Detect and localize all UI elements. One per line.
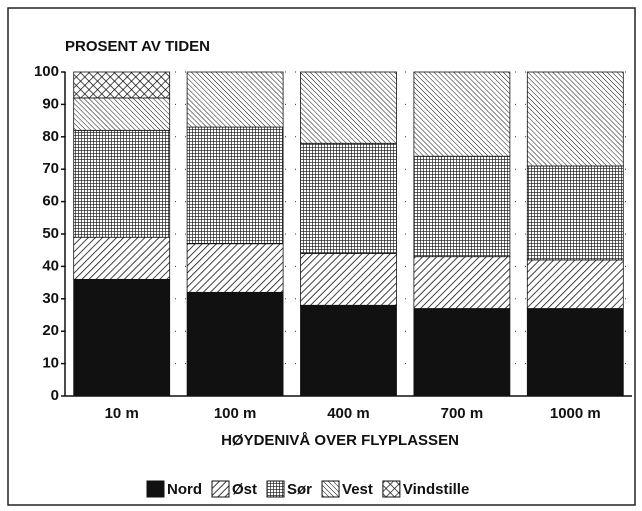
y-tick-label: 90 — [42, 95, 59, 112]
bar-segment — [186, 126, 284, 245]
y-tick-label: 10 — [42, 355, 59, 372]
y-tick-label: 80 — [42, 128, 59, 145]
bar-segment — [186, 243, 284, 293]
bar-segment — [73, 71, 171, 99]
legend-swatch — [266, 480, 285, 498]
y-tick-label: 100 — [34, 63, 59, 80]
y-tick-label: 40 — [42, 257, 59, 274]
bar-segment — [186, 291, 284, 397]
bar-segment — [73, 278, 171, 397]
y-tick-label: 50 — [42, 225, 59, 242]
frame — [7, 7, 636, 506]
bar-segment — [300, 253, 397, 306]
legend-label: Sør — [287, 481, 312, 498]
legend-swatch — [321, 480, 340, 498]
x-tick-label: 700 m — [441, 405, 484, 422]
bar-segment — [413, 71, 511, 157]
bar-segment — [526, 165, 624, 261]
bar-segment — [526, 308, 624, 397]
bar-segment — [300, 142, 397, 254]
x-tick-label: 100 m — [214, 405, 257, 422]
bar-segment — [413, 308, 511, 397]
legend-label: Vindstille — [403, 481, 469, 498]
bar-segment — [73, 97, 171, 131]
x-axis-label: HØYDENIVÅ OVER FLYPLASSEN — [221, 432, 459, 449]
legend-label: Øst — [232, 481, 257, 498]
y-tick-label: 30 — [42, 290, 59, 307]
bar-segment — [73, 236, 171, 280]
y-tick-label: 20 — [42, 322, 59, 339]
chart-title: PROSENT AV TIDEN — [65, 38, 210, 55]
legend-label: Vest — [342, 481, 373, 498]
bar-segment — [186, 71, 284, 128]
legend-swatch — [211, 480, 230, 498]
x-tick-label: 400 m — [327, 405, 370, 422]
y-tick-label: 0 — [51, 387, 59, 404]
x-tick-label: 10 m — [105, 405, 139, 422]
legend-swatch — [382, 480, 401, 498]
bar-segment — [300, 304, 397, 397]
legend-label: Nord — [167, 481, 202, 498]
y-tick-label: 60 — [42, 193, 59, 210]
x-tick-label: 1000 m — [550, 405, 601, 422]
legend-swatch — [146, 480, 165, 498]
bar-segment — [73, 129, 171, 238]
y-tick-label: 70 — [42, 160, 59, 177]
bar-segment — [413, 155, 511, 258]
bar-segment — [526, 71, 624, 167]
bar-segment — [526, 259, 624, 309]
bar-segment — [413, 256, 511, 309]
bar-segment — [300, 71, 397, 144]
